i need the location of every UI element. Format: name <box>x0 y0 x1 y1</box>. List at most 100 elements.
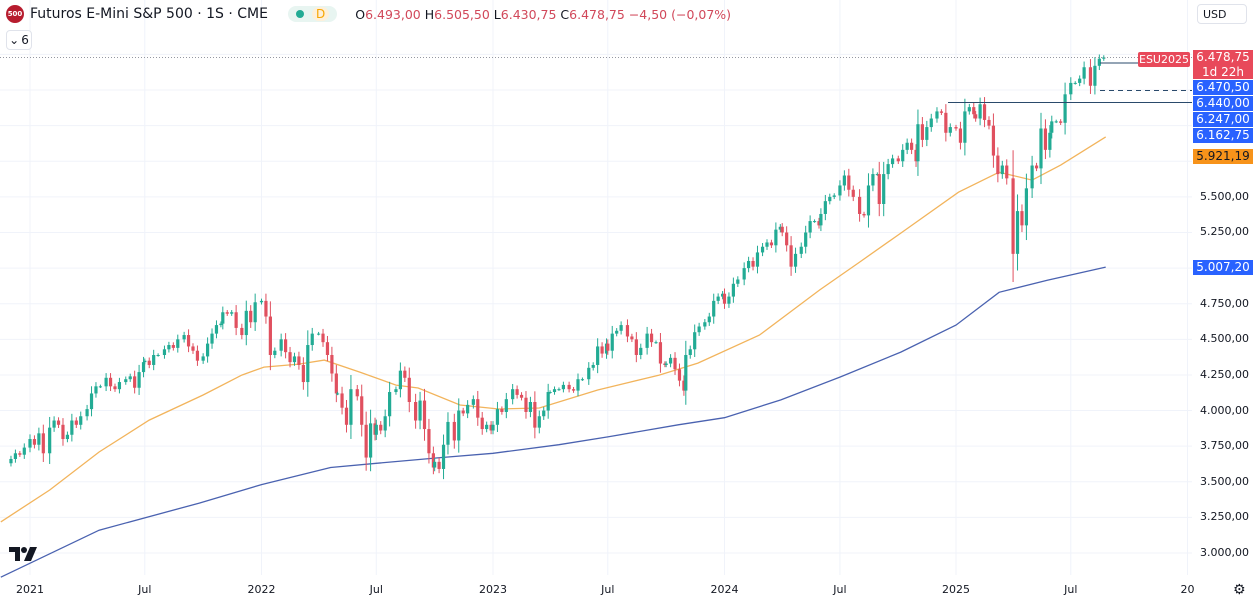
market-status[interactable]: D <box>287 6 338 22</box>
candle-body <box>645 333 649 348</box>
candle-body <box>991 125 996 156</box>
candle-body <box>649 333 654 343</box>
candle-body <box>866 185 871 216</box>
candle-body <box>838 185 842 196</box>
candle-body <box>403 370 407 378</box>
candle-body <box>89 393 94 410</box>
candle-body <box>668 357 673 364</box>
candle-body <box>214 325 219 334</box>
candle-body <box>693 332 697 350</box>
candle-body <box>1048 132 1052 150</box>
candle-body <box>697 326 701 333</box>
candle-body <box>128 376 132 380</box>
candle-body <box>548 392 552 394</box>
candle-body <box>817 221 821 226</box>
close-value: 6.478,75 <box>569 6 625 22</box>
candle-body <box>156 354 160 356</box>
candle-body <box>1069 82 1073 95</box>
candle-body <box>48 427 52 454</box>
candle-body <box>9 458 13 464</box>
candle-body <box>542 410 546 417</box>
candle-body <box>755 252 760 267</box>
y-axis-tick-label: 3.500,00 <box>1200 474 1249 488</box>
candle-body <box>37 433 41 445</box>
candle-body <box>780 226 784 233</box>
candle-body <box>182 335 186 340</box>
candle-body <box>368 423 373 458</box>
candle-body <box>1073 82 1077 84</box>
candle-body <box>355 389 359 397</box>
candle-body <box>489 424 493 431</box>
symbol-price-tag: ESU2025 <box>1138 52 1190 67</box>
candle-body <box>658 342 663 364</box>
candle-body <box>596 346 600 365</box>
candle-body <box>186 335 191 347</box>
candle-body <box>896 158 900 162</box>
candle-body <box>52 420 56 428</box>
symbol-title[interactable]: Futuros E-Mini S&P 500 · 1S · CME <box>30 6 268 22</box>
candle-body <box>862 213 866 216</box>
candle-body <box>152 354 156 365</box>
candle-body <box>70 420 74 435</box>
chevron-down-icon: ⌄ <box>9 33 20 47</box>
candle-body <box>316 333 321 335</box>
candle-body <box>210 333 214 344</box>
candle-body <box>495 409 500 425</box>
candle-body <box>774 229 778 246</box>
candle-body <box>857 196 862 214</box>
candle-body <box>253 302 257 323</box>
candle-body <box>418 400 422 421</box>
candle-body <box>28 439 32 448</box>
candle-body <box>808 221 812 233</box>
candle-body <box>383 416 387 431</box>
candle-body <box>722 293 727 304</box>
candle-body <box>851 189 855 197</box>
candle-body <box>600 346 604 354</box>
candle-body <box>414 402 418 421</box>
candle-body <box>1102 57 1106 59</box>
candle-body <box>374 424 378 435</box>
tradingview-logo-icon[interactable] <box>9 546 41 562</box>
candle-body <box>249 310 253 323</box>
candle-body <box>259 300 264 303</box>
candle-body <box>987 119 991 126</box>
y-axis-tick-label: 4.750,00 <box>1200 296 1249 310</box>
candle-body <box>288 352 292 363</box>
candle-body <box>336 393 340 395</box>
candle-body <box>205 343 210 357</box>
candle-body <box>292 356 297 363</box>
candle-body <box>330 354 334 374</box>
candle-body <box>137 372 141 388</box>
indicators-toggle-button[interactable]: ⌄ 6 <box>6 30 32 50</box>
settings-gear-icon[interactable]: ⚙ <box>1233 582 1246 598</box>
candle-body <box>524 397 528 412</box>
candle-body <box>65 434 70 440</box>
candle-body <box>905 142 909 150</box>
candle-body <box>974 114 978 119</box>
candle-body <box>143 360 147 363</box>
candle-body <box>491 424 495 431</box>
candle-body <box>727 296 731 304</box>
candle-body <box>297 356 301 365</box>
y-axis-tick-label: 4.500,00 <box>1200 332 1249 346</box>
low-label: L <box>493 6 501 22</box>
close-label: C <box>560 6 570 22</box>
candle-body <box>427 429 431 454</box>
candle-body <box>191 346 195 351</box>
candle-body <box>388 392 392 417</box>
candle-body <box>619 325 623 331</box>
candle-body <box>113 386 117 390</box>
candle-body <box>466 404 470 414</box>
candle-body <box>480 417 484 430</box>
candle-body <box>94 386 98 394</box>
x-axis-tick-label: 20 <box>1180 583 1195 596</box>
currency-select[interactable]: USD <box>1197 4 1247 24</box>
high-value: 6.505,50 <box>434 6 490 22</box>
candle-body <box>264 300 268 317</box>
candle-body <box>457 410 461 441</box>
ma50-label: 5.921,19 <box>1193 149 1253 164</box>
candle-body <box>32 439 37 445</box>
candle-body <box>625 325 630 337</box>
candle-body <box>117 382 122 390</box>
